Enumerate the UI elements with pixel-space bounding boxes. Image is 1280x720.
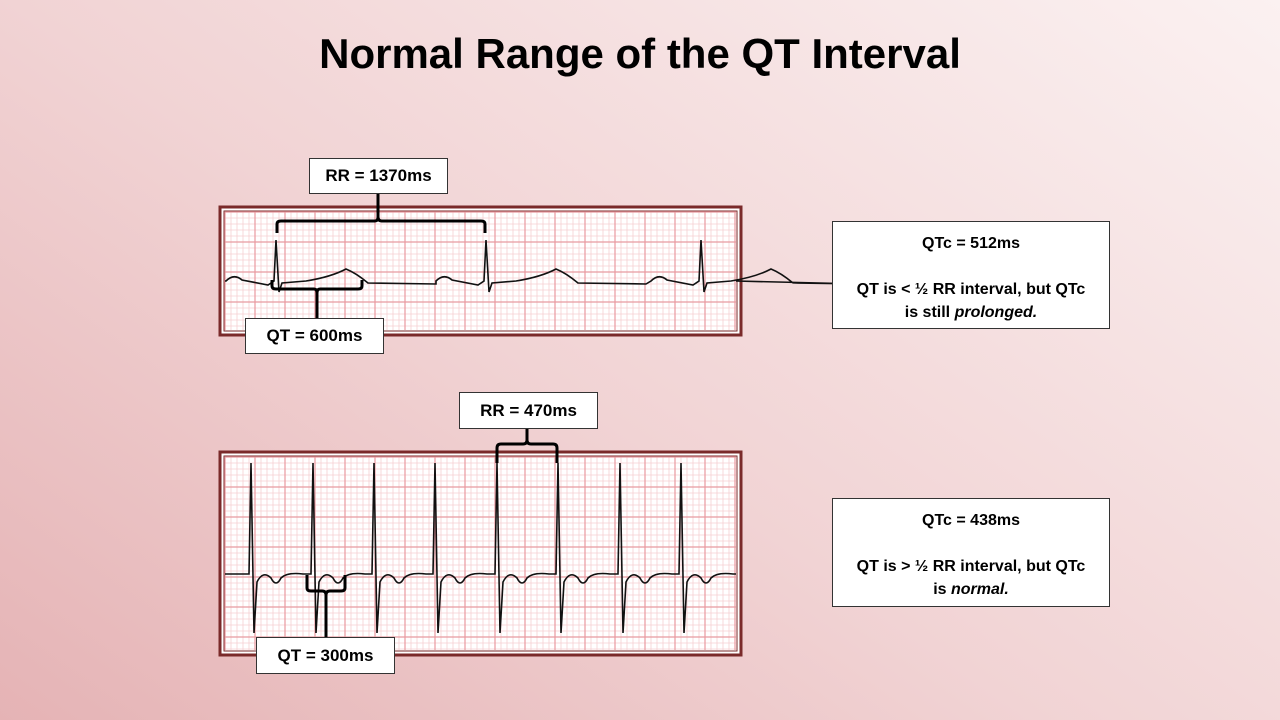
qt-bracket-2 bbox=[305, 575, 347, 637]
qt-label-2: QT = 300ms bbox=[256, 637, 395, 674]
rr-label-2: RR = 470ms bbox=[459, 392, 598, 429]
rr-bracket-1 bbox=[275, 193, 487, 233]
ecg-strip-fast bbox=[218, 450, 743, 657]
qtc-note-1: QTc = 512ms QT is < ½ RR interval, but Q… bbox=[832, 221, 1110, 329]
ecg-strip-slow bbox=[218, 205, 862, 337]
qtc-note-2: QTc = 438ms QT is > ½ RR interval, but Q… bbox=[832, 498, 1110, 607]
ecg-frame-inner bbox=[223, 455, 738, 652]
ecg-grid-major bbox=[224, 211, 736, 330]
slide-title: Normal Range of the QT Interval bbox=[319, 30, 961, 77]
qtc-value-1: QTc = 512ms bbox=[922, 235, 1020, 252]
ecg-frame-inner bbox=[223, 210, 738, 332]
qtc-value-2: QTc = 438ms bbox=[922, 512, 1020, 529]
ecg-grid-minor bbox=[225, 212, 736, 330]
note-1-line-1: QT is < ½ RR interval, but QTc bbox=[856, 281, 1086, 298]
rr-label-1: RR = 1370ms bbox=[309, 158, 448, 194]
ecg-trace bbox=[225, 462, 736, 634]
note-2-line-1: QT is > ½ RR interval, but QTc bbox=[856, 558, 1086, 575]
ecg-trace bbox=[225, 239, 862, 293]
rr-bracket-2 bbox=[495, 428, 559, 463]
qt-bracket-1 bbox=[270, 280, 364, 318]
qt-label-1: QT = 600ms bbox=[245, 318, 384, 354]
note-2-line-2: is bbox=[933, 581, 951, 598]
note-2-emphasis: normal. bbox=[951, 581, 1009, 598]
note-1-line-2: is still bbox=[904, 304, 955, 321]
note-1-emphasis: prolonged. bbox=[954, 304, 1038, 321]
